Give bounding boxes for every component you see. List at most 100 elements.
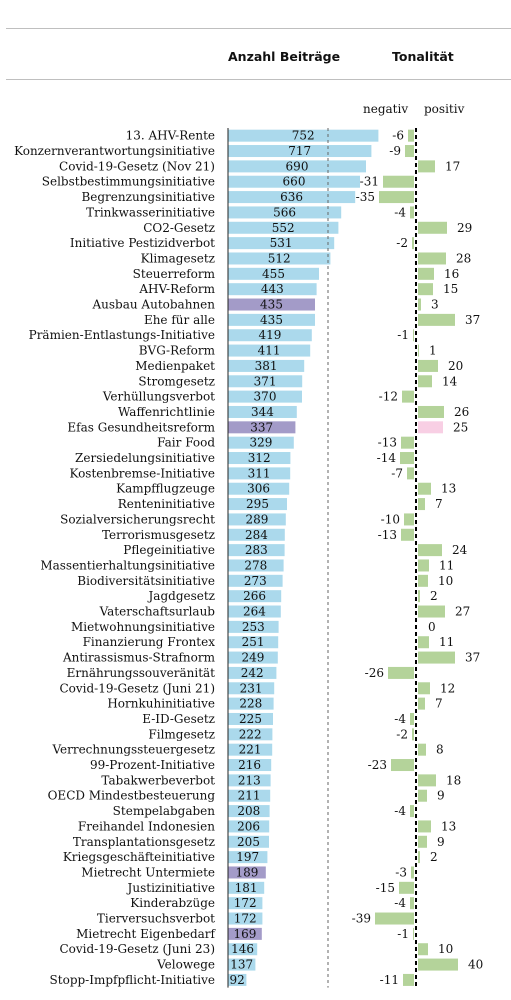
category-label: Medienpaket <box>135 359 215 373</box>
count-header: Anzahl Beiträge <box>228 49 341 64</box>
category-label: Sozialversicherungsrecht <box>60 512 215 526</box>
count-value-label: 211 <box>238 789 261 803</box>
tone-bar <box>418 743 426 756</box>
count-bar <box>228 605 281 618</box>
category-label: Tabakwerbeverbot <box>101 773 215 787</box>
count-bar <box>228 206 342 219</box>
category-label: Pflegeinitiative <box>123 543 215 557</box>
category-label: Covid-19-Gesetz (Juni 23) <box>59 942 215 956</box>
count-bar <box>228 743 273 756</box>
tone-bar <box>400 452 414 465</box>
tone-value-label: -1 <box>397 328 409 342</box>
count-value-label: 370 <box>254 390 277 404</box>
category-label: Covid-19-Gesetz (Juni 21) <box>59 681 215 695</box>
count-value-label: 228 <box>239 697 262 711</box>
count-bar <box>228 359 305 372</box>
tone-value-label: 11 <box>439 558 454 572</box>
count-bar <box>228 160 366 173</box>
count-bar <box>228 482 290 495</box>
category-label: Trinkwasserinitiative <box>86 205 215 219</box>
tone-bar <box>418 820 431 833</box>
count-bar <box>228 513 286 526</box>
count-bar <box>228 835 269 848</box>
tone-bar <box>418 958 458 971</box>
tone-bar <box>418 421 443 434</box>
count-bar <box>228 559 284 572</box>
tone-bar <box>418 267 434 280</box>
category-label: Mietwohnungsinitiative <box>71 620 215 634</box>
count-value-label: 337 <box>250 420 273 434</box>
category-label: Justizinitiative <box>126 881 215 895</box>
count-value-label: 283 <box>245 543 268 557</box>
tone-value-label: 16 <box>444 267 459 281</box>
count-value-label: 289 <box>245 512 268 526</box>
count-value-label: 206 <box>237 819 260 833</box>
tone-value-label: -2 <box>396 236 408 250</box>
tone-value-label: 9 <box>437 789 445 803</box>
tone-bar <box>418 789 427 802</box>
count-value-label: 169 <box>233 927 256 941</box>
count-bar <box>228 590 282 603</box>
tone-bar <box>418 544 442 557</box>
category-label: Verrechnungssteuergesetz <box>51 743 215 757</box>
tone-bar <box>418 574 428 587</box>
count-value-label: 411 <box>258 344 281 358</box>
tone-value-label: 15 <box>443 282 458 296</box>
count-bar <box>228 682 275 695</box>
category-label: Zersiedelungsinitiative <box>75 451 215 465</box>
tone-bar <box>401 436 414 449</box>
tone-value-label: 28 <box>456 251 471 265</box>
tone-value-label: 26 <box>454 405 469 419</box>
tone-value-label: 29 <box>457 221 472 235</box>
category-label: Vaterschaftsurlaub <box>99 605 216 619</box>
category-label: Selbstbestimmungsinitiative <box>42 175 215 189</box>
category-label: Mietrecht Untermiete <box>81 865 215 879</box>
category-label: Hornkuhinitiative <box>107 697 215 711</box>
tone-value-label: 9 <box>437 835 445 849</box>
tone-value-label: 7 <box>435 697 443 711</box>
count-bar <box>228 329 312 342</box>
count-bar <box>228 498 287 511</box>
category-label: Kampfflugzeuge <box>116 482 215 496</box>
count-bar <box>228 298 315 311</box>
count-value-label: 181 <box>235 881 258 895</box>
category-label: Prämien-Entlastungs-Initiative <box>29 328 215 342</box>
tone-bar <box>402 390 414 403</box>
count-bar <box>228 712 273 725</box>
category-label: Ausbau Autobahnen <box>92 298 216 312</box>
tone-bar <box>418 498 425 511</box>
tone-value-label: 13 <box>441 819 456 833</box>
count-value-label: 371 <box>254 374 277 388</box>
category-label: Covid-19-Gesetz (Nov 21) <box>59 159 215 173</box>
count-value-label: 381 <box>255 359 278 373</box>
count-value-label: 137 <box>230 958 253 972</box>
tone-value-label: -11 <box>380 973 399 987</box>
category-label: Fair Food <box>157 436 215 450</box>
tone-bar <box>410 712 414 725</box>
count-bar <box>228 375 303 388</box>
count-bar <box>228 528 285 541</box>
tone-value-label: -7 <box>391 466 403 480</box>
category-label: Finanzierung Frontex <box>83 635 216 649</box>
count-bar <box>228 666 277 679</box>
tone-bar <box>418 851 420 864</box>
count-value-label: 435 <box>260 298 283 312</box>
count-bar <box>228 958 256 971</box>
category-label: Massentierhaltungsinitiative <box>40 558 215 572</box>
category-label: CO2-Gesetz <box>143 221 215 235</box>
count-value-label: 146 <box>231 942 254 956</box>
tone-header: Tonalität <box>392 49 454 64</box>
tone-bar <box>418 697 425 710</box>
count-value-label: 172 <box>234 896 257 910</box>
count-bar <box>228 620 279 633</box>
negative-label: negativ <box>363 102 409 116</box>
tone-value-label: -13 <box>378 528 397 542</box>
tone-bar <box>418 375 432 388</box>
count-bar <box>228 175 360 188</box>
category-label: Klimagesetz <box>141 251 215 265</box>
tone-value-label: 37 <box>465 651 480 665</box>
category-label: Renteninitiative <box>118 497 215 511</box>
tone-value-label: -26 <box>365 666 384 680</box>
tone-value-label: 11 <box>439 635 454 649</box>
